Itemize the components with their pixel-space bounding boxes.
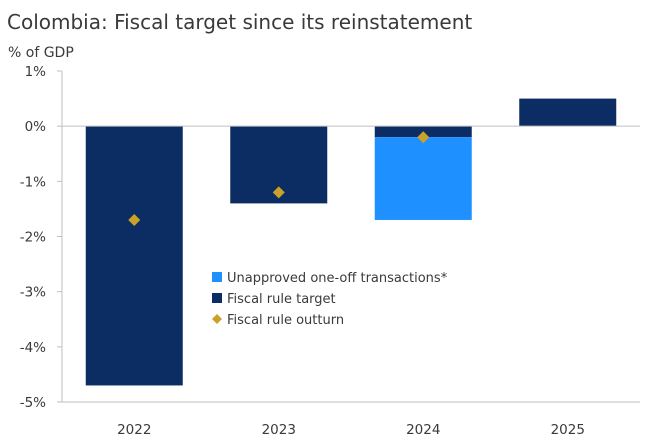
x-tick-label-2022: 2022: [117, 422, 151, 438]
x-tick-label-2024: 2024: [406, 422, 440, 438]
legend-label-1: Fiscal rule target: [227, 292, 336, 307]
legend-label-2: Fiscal rule outturn: [227, 313, 344, 328]
bars: [85, 98, 617, 386]
legend-swatch-1: [212, 293, 222, 303]
marker-outturn-2022: [128, 213, 141, 226]
y-tick-label: -3%: [20, 285, 46, 301]
marker-outturn-2024: [417, 131, 430, 144]
legend-swatch-0: [212, 272, 222, 282]
marker-outturn-2023: [272, 186, 285, 199]
legend: Unapproved one-off transactions* Fiscal r…: [212, 271, 448, 328]
x-tick-label-2025: 2025: [551, 422, 585, 438]
bar-unapproved-one-off-transactions-2024: [374, 137, 472, 220]
y-tick-label: -4%: [20, 340, 46, 356]
x-axis: 2022 2023 2024 2025: [62, 401, 640, 438]
chart-title: Colombia: Fiscal target since its reinst…: [7, 10, 472, 34]
y-axis: 1% 0% -1% -2% -3% -4% -5%: [20, 64, 63, 411]
y-tick-label: -2%: [20, 230, 46, 246]
y-tick-label: -5%: [20, 395, 46, 411]
legend-label-0: Unapproved one-off transactions*: [227, 271, 448, 286]
y-tick-label: 1%: [25, 64, 47, 80]
y-tick-label: 0%: [25, 119, 47, 135]
outturn-markers: [128, 131, 430, 226]
bar-fiscal-rule-target-2022: [85, 126, 183, 386]
x-tick-label-2023: 2023: [262, 422, 296, 438]
y-tick-label: -1%: [20, 174, 46, 190]
y-axis-label: % of GDP: [8, 45, 74, 61]
bar-fiscal-rule-target-2025: [519, 98, 617, 127]
legend-swatch-2: [212, 314, 222, 324]
